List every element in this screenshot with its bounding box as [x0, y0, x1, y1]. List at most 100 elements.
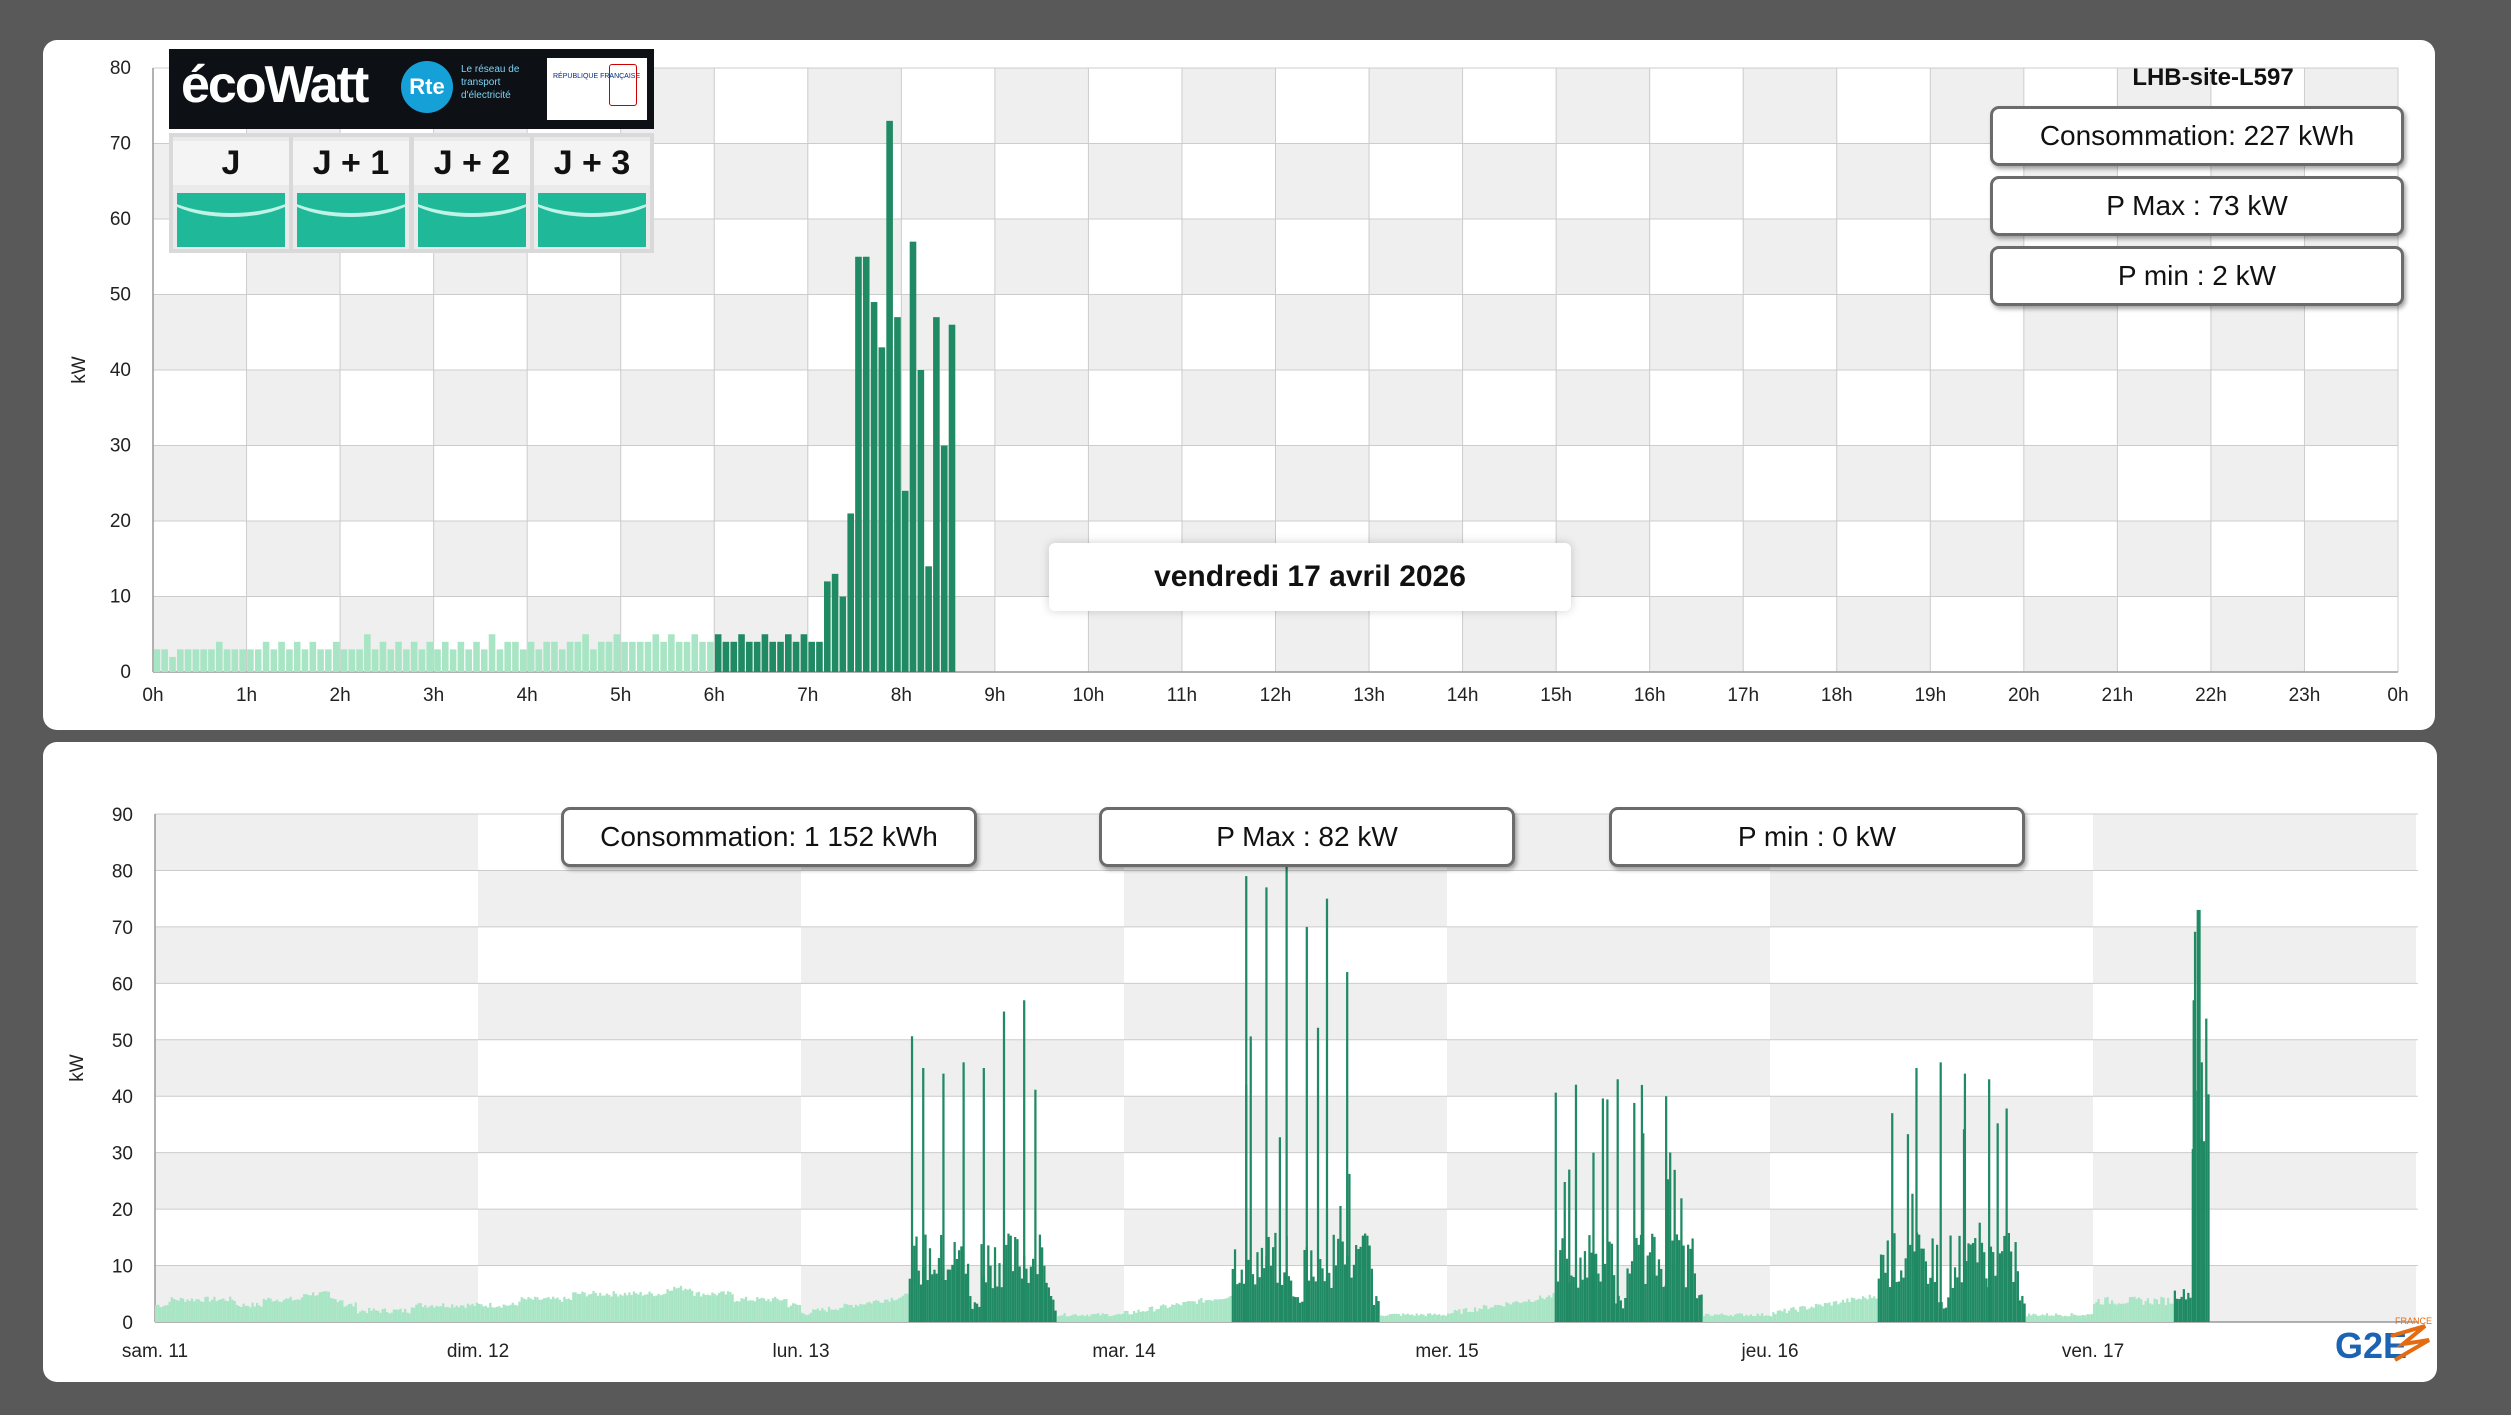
load-bar [480, 1304, 483, 1322]
load-bar [1146, 1310, 1149, 1322]
grid-band [1930, 370, 2024, 446]
load-bar [2063, 1315, 2067, 1322]
load-bar [1420, 1313, 1423, 1322]
load-bar [572, 1292, 575, 1322]
load-bar [2180, 1296, 2183, 1322]
y-tick-label: 20 [112, 1200, 133, 1221]
load-bar [1963, 1073, 1967, 1322]
load-bar [1094, 1314, 1098, 1322]
load-bar [215, 641, 223, 672]
load-bar [1633, 1102, 1636, 1322]
grid-band [994, 219, 1089, 295]
load-bar [1855, 1299, 1858, 1322]
load-bar [314, 1295, 317, 1322]
load-bar [857, 1306, 860, 1322]
load-bar [682, 1290, 685, 1322]
load-bar [726, 1291, 730, 1322]
load-bar [574, 641, 582, 672]
load-bar [1281, 1284, 1284, 1322]
load-bar [1218, 1299, 1221, 1322]
load-bar [582, 634, 589, 672]
load-bar [1960, 1282, 1963, 1322]
load-bar [231, 1299, 234, 1322]
load-bar [1774, 1314, 1777, 1322]
load-bar [558, 1299, 561, 1322]
y-tick-label: 30 [112, 1144, 133, 1165]
load-bar [249, 1307, 252, 1322]
load-bar [1583, 1251, 1587, 1322]
load-bar [2153, 1298, 2156, 1322]
load-bar [1503, 1306, 1506, 1322]
ecowatt-green-signal-icon [538, 193, 646, 247]
load-bar [377, 1310, 380, 1322]
load-bar [202, 1301, 205, 1322]
rte-logo: Rte [401, 61, 453, 113]
load-bar [1859, 1299, 1862, 1322]
load-bar [430, 1305, 434, 1322]
load-bar [1067, 1316, 1071, 1322]
grid-band [478, 1209, 801, 1266]
load-bar [1725, 1315, 1728, 1322]
load-bar [1983, 1252, 1986, 1322]
load-bar [473, 641, 480, 672]
grid-band [2210, 445, 2305, 521]
load-bar [1743, 1316, 1746, 1322]
load-bar [1507, 1303, 1510, 1322]
load-bar [812, 1309, 815, 1322]
load-bar [1372, 1304, 1376, 1322]
load-bar [1861, 1296, 1865, 1322]
load-bar [1630, 1261, 1634, 1322]
load-bar [2119, 1303, 2123, 1322]
g2e-logo: G2E FRANCE [2335, 1316, 2432, 1366]
load-bar [1038, 1234, 1042, 1322]
load-bar [1247, 1259, 1250, 1322]
load-bar [215, 1301, 218, 1322]
load-bar [516, 1305, 519, 1322]
load-bar [1866, 1299, 1869, 1322]
load-bar [1121, 1313, 1124, 1322]
load-bar [816, 1308, 819, 1322]
load-bar [161, 649, 168, 672]
load-bar [1792, 1307, 1795, 1322]
republique-francaise-text: RÉPUBLIQUE FRANÇAISE [553, 73, 641, 80]
x-tick-label: dim. 12 [447, 1341, 509, 1362]
load-bar [1224, 1298, 1228, 1322]
load-bar [1381, 1315, 1385, 1322]
load-bar [1577, 1287, 1580, 1322]
ecowatt-day-label: J + 2 [414, 141, 530, 185]
load-bar [796, 1304, 799, 1322]
load-bar [2012, 1281, 2015, 1322]
load-bar [1417, 1315, 1421, 1322]
load-bar [1588, 1235, 1591, 1322]
load-bar [745, 641, 753, 672]
load-bar [756, 1297, 759, 1322]
load-bar [1536, 1299, 1539, 1322]
load-bar [1189, 1301, 1192, 1322]
grid-band [1369, 68, 1463, 144]
load-bar [825, 1311, 828, 1322]
load-bar [1296, 1297, 1299, 1322]
load-bar [1695, 1298, 1699, 1322]
load-bar [286, 649, 293, 672]
load-bar [1666, 1179, 1670, 1322]
load-bar [1258, 1277, 1261, 1322]
load-bar [984, 1282, 988, 1322]
load-bar [1601, 1098, 1605, 1322]
load-bar [195, 1299, 198, 1322]
load-bar [206, 1296, 209, 1322]
load-bar [1521, 1302, 1524, 1322]
load-bar [608, 1294, 611, 1322]
grid-band [2023, 596, 2118, 672]
load-bar [1722, 1314, 1726, 1322]
load-bar [1988, 1079, 1991, 1322]
load-bar [2043, 1315, 2046, 1322]
load-bar [973, 1302, 976, 1322]
load-bar [862, 256, 870, 672]
load-bar [635, 1293, 638, 1322]
grid-band [1447, 926, 1770, 984]
load-bar [305, 1294, 308, 1322]
load-bar [1166, 1308, 1169, 1322]
load-bar [1473, 1307, 1477, 1322]
load-bar [1799, 1306, 1802, 1322]
load-bar [1624, 1297, 1627, 1322]
